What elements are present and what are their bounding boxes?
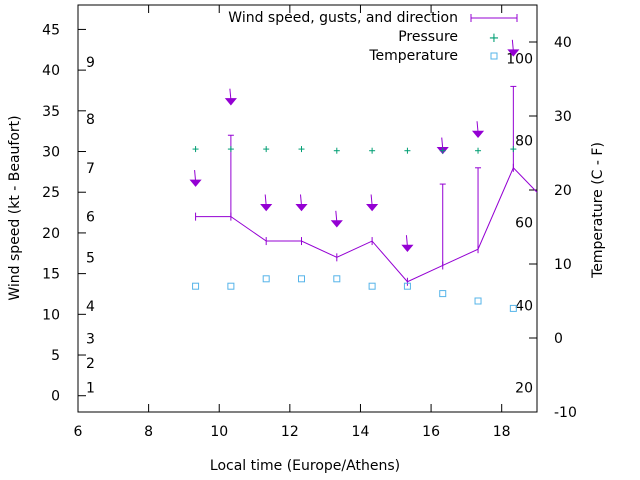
- beaufort-label: 1: [86, 381, 95, 397]
- legend-swatch-pressure: +: [489, 31, 500, 46]
- wind-direction-arrow: [224, 98, 237, 106]
- y-tick-label: 10: [42, 307, 60, 323]
- x-axis-label: Local time (Europe/Athens): [210, 458, 400, 474]
- fahrenheit-labels: 20 40 60 80 100: [506, 51, 533, 396]
- y-tick-label: 25: [42, 185, 60, 201]
- beaufort-label: 9: [86, 55, 95, 71]
- y2-tick-label: 30: [554, 109, 572, 125]
- legend: Wind speed, gusts, and direction Pressur…: [228, 10, 518, 64]
- legend-label-pressure: Pressure: [398, 29, 458, 45]
- y2-axis-label: Temperature (C - F): [590, 142, 606, 279]
- x-tick-label: 14: [352, 424, 370, 440]
- temperature-point: [439, 290, 447, 298]
- beaufort-label: 3: [86, 332, 95, 348]
- beaufort-label: 2: [86, 356, 95, 372]
- wind-direction-arrow: [471, 130, 485, 139]
- fahrenheit-label: 100: [506, 51, 533, 67]
- wind-direction-shaft: [405, 235, 408, 247]
- beaufort-label: 7: [86, 161, 95, 177]
- wind-direction-arrow: [189, 179, 202, 187]
- x-tick-labels: 6 8 10 12 14 16 18: [74, 424, 511, 440]
- wind-speed-line: [195, 166, 538, 283]
- x-tick-label: 10: [210, 424, 228, 440]
- wind-direction-shaft: [511, 39, 514, 51]
- wind-direction-arrow: [295, 204, 308, 212]
- y-tick-label: 5: [51, 348, 60, 364]
- wind-direction-shaft: [299, 194, 302, 206]
- wind-direction-shaft: [441, 137, 444, 149]
- y-tick-labels: 0 5 10 15 20 25 30 35 40 45: [42, 22, 60, 404]
- temperature-point: [262, 275, 270, 283]
- y2-tick-label: 40: [554, 35, 572, 51]
- wind-direction-arrow: [330, 220, 343, 228]
- temperature-point: [474, 297, 482, 305]
- legend-swatch-temperature: [490, 52, 498, 60]
- y-tick-label: 35: [42, 104, 60, 120]
- wind-direction-shaft: [194, 170, 197, 182]
- wind-direction-shaft: [335, 210, 338, 222]
- beaufort-label: 6: [86, 210, 95, 226]
- wind-direction-shaft: [229, 88, 232, 100]
- x-tick-label: 18: [493, 424, 511, 440]
- plot-frame: [77, 4, 538, 413]
- y-tick-label: 40: [42, 63, 60, 79]
- beaufort-labels: 1 2 3 4 5 6 7 8 9: [86, 55, 95, 397]
- wind-direction-arrow: [260, 204, 273, 212]
- wind-direction-arrow: [401, 244, 414, 252]
- beaufort-label: 8: [86, 112, 95, 128]
- y2-tick-label: -10: [554, 405, 577, 421]
- y-axis-label: Wind speed (kt - Beaufort): [7, 115, 23, 300]
- y-tick-label: 0: [51, 389, 60, 405]
- y-tick-label: 15: [42, 267, 60, 283]
- x-tick-label: 8: [144, 424, 153, 440]
- wind-direction-arrow: [507, 49, 520, 57]
- wind-direction-shaft: [264, 194, 267, 206]
- x-tick-label: 16: [422, 424, 440, 440]
- fahrenheit-label: 80: [515, 133, 533, 149]
- wind-direction-shaft: [370, 194, 373, 206]
- legend-label-temperature: Temperature: [368, 48, 458, 64]
- data-marks: [189, 39, 538, 312]
- temperature-point: [297, 275, 305, 283]
- wind-direction-shaft: [476, 121, 479, 133]
- temperature-point: [403, 282, 411, 290]
- fahrenheit-label: 20: [515, 381, 533, 397]
- x-tick-label: 12: [281, 424, 299, 440]
- y-tick-label: 20: [42, 226, 60, 242]
- y2-tick-label: 20: [554, 183, 572, 199]
- y-tick-label: 30: [42, 145, 60, 161]
- y2-tick-label: 0: [554, 331, 563, 347]
- fahrenheit-label: 40: [515, 298, 533, 314]
- temperature-point: [192, 282, 200, 290]
- fahrenheit-label: 60: [515, 216, 533, 232]
- temperature-point: [333, 275, 341, 283]
- legend-label-wind: Wind speed, gusts, and direction: [228, 10, 458, 26]
- temperature-point: [368, 282, 376, 290]
- beaufort-label: 4: [86, 299, 95, 315]
- temperature-point: [509, 304, 517, 312]
- y2-tick-labels: -10 0 10 20 30 40: [554, 35, 577, 421]
- x-tick-label: 6: [74, 424, 83, 440]
- y-tick-label: 45: [42, 22, 60, 38]
- temperature-point: [227, 282, 235, 290]
- y2-tick-label: 10: [554, 257, 572, 273]
- beaufort-label: 5: [86, 250, 95, 266]
- tick-marks: [77, 5, 537, 413]
- wind-direction-arrow: [366, 204, 379, 212]
